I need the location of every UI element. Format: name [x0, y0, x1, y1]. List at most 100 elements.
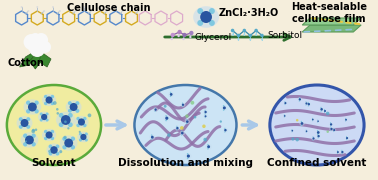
Circle shape [312, 118, 313, 119]
Circle shape [68, 101, 72, 105]
Circle shape [49, 152, 52, 156]
Circle shape [306, 132, 307, 133]
Circle shape [249, 38, 251, 41]
Circle shape [78, 118, 85, 126]
Circle shape [330, 128, 333, 130]
Circle shape [333, 128, 334, 129]
Circle shape [85, 138, 88, 141]
Circle shape [56, 112, 59, 115]
Circle shape [321, 111, 322, 112]
Circle shape [85, 132, 88, 136]
Circle shape [189, 36, 192, 38]
Circle shape [194, 116, 196, 118]
Polygon shape [20, 51, 35, 67]
Ellipse shape [168, 92, 174, 97]
Circle shape [313, 136, 314, 137]
Circle shape [20, 119, 28, 127]
Ellipse shape [203, 114, 208, 118]
Circle shape [299, 97, 300, 98]
Circle shape [284, 115, 285, 117]
Text: Cotton: Cotton [8, 58, 45, 68]
Circle shape [223, 106, 226, 109]
Ellipse shape [180, 131, 185, 135]
Circle shape [182, 33, 187, 37]
Circle shape [291, 138, 294, 141]
Ellipse shape [46, 143, 62, 156]
Circle shape [207, 148, 209, 150]
Text: Cellulose chain: Cellulose chain [67, 3, 150, 13]
Circle shape [317, 122, 318, 123]
Circle shape [56, 145, 59, 148]
Circle shape [189, 31, 194, 35]
Circle shape [346, 137, 348, 139]
Ellipse shape [42, 94, 56, 106]
Polygon shape [302, 18, 361, 25]
Circle shape [181, 130, 182, 132]
Circle shape [137, 10, 139, 12]
Circle shape [74, 10, 76, 12]
Circle shape [204, 113, 206, 114]
Circle shape [296, 138, 299, 141]
Circle shape [23, 142, 28, 147]
Circle shape [62, 145, 67, 149]
Circle shape [44, 102, 48, 105]
Circle shape [284, 104, 285, 105]
Circle shape [317, 130, 318, 131]
Circle shape [187, 154, 190, 158]
Circle shape [305, 102, 308, 105]
Ellipse shape [193, 6, 219, 28]
Circle shape [317, 131, 320, 134]
Circle shape [291, 129, 292, 130]
Ellipse shape [329, 122, 333, 126]
Circle shape [254, 29, 258, 32]
Circle shape [186, 119, 187, 120]
Circle shape [318, 137, 319, 138]
Circle shape [34, 100, 39, 105]
Circle shape [337, 153, 338, 154]
Ellipse shape [205, 144, 212, 149]
Circle shape [34, 33, 48, 47]
Ellipse shape [185, 153, 192, 159]
Circle shape [305, 101, 307, 102]
Text: Solvent: Solvent [32, 158, 76, 168]
Circle shape [223, 109, 225, 111]
Circle shape [186, 123, 187, 124]
Circle shape [176, 126, 177, 127]
Ellipse shape [345, 136, 349, 140]
Ellipse shape [180, 103, 186, 107]
Circle shape [59, 10, 61, 12]
Ellipse shape [23, 99, 41, 115]
Circle shape [151, 134, 152, 136]
Circle shape [56, 108, 59, 111]
Ellipse shape [7, 85, 101, 165]
Circle shape [317, 120, 319, 122]
Ellipse shape [299, 121, 305, 126]
Circle shape [200, 11, 212, 23]
Circle shape [84, 6, 85, 8]
Circle shape [231, 33, 234, 36]
Circle shape [327, 130, 329, 133]
Circle shape [25, 140, 27, 142]
Circle shape [177, 30, 182, 34]
Circle shape [320, 108, 323, 111]
Circle shape [165, 120, 167, 121]
Circle shape [28, 102, 37, 111]
Ellipse shape [60, 135, 77, 151]
Circle shape [50, 146, 58, 154]
Circle shape [237, 34, 240, 37]
Circle shape [31, 142, 36, 147]
Circle shape [48, 150, 51, 153]
Circle shape [28, 10, 29, 12]
Ellipse shape [283, 114, 287, 117]
Text: Confined solvent: Confined solvent [267, 158, 367, 168]
Circle shape [76, 117, 80, 120]
Circle shape [341, 150, 342, 151]
Circle shape [181, 132, 184, 134]
Circle shape [223, 105, 225, 106]
Polygon shape [302, 25, 361, 32]
Ellipse shape [316, 134, 321, 138]
Circle shape [45, 131, 53, 139]
Circle shape [346, 136, 347, 137]
Ellipse shape [304, 102, 308, 105]
Circle shape [170, 33, 175, 37]
